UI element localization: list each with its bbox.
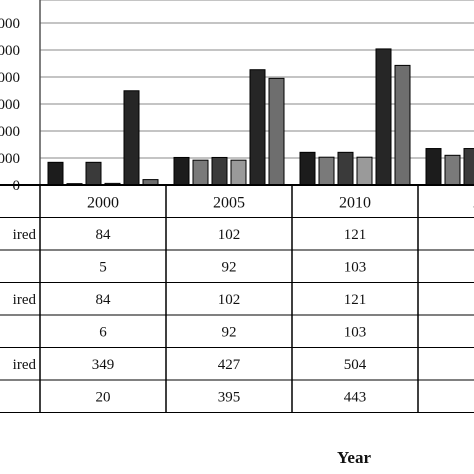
data-label: 103	[344, 259, 367, 275]
category-label: 2000	[87, 194, 119, 211]
bar	[375, 48, 392, 186]
bar	[337, 151, 354, 186]
data-label: 443	[344, 389, 367, 405]
x-axis-label: Year	[337, 448, 371, 467]
data-label: 102	[218, 292, 241, 308]
data-table: 20002005201020irediredired84102121159210…	[0, 184, 474, 413]
data-label: 84	[96, 227, 112, 243]
bar	[425, 148, 442, 186]
bar	[463, 148, 474, 186]
row-label: ired	[13, 227, 37, 243]
data-label: 395	[218, 389, 241, 405]
bar	[356, 156, 373, 186]
data-label: 84	[96, 292, 112, 308]
bar	[47, 161, 64, 186]
bar	[211, 156, 228, 186]
data-label: 92	[222, 259, 237, 275]
y-tick-label: 000	[0, 70, 20, 86]
data-label: 20	[96, 389, 111, 405]
bars	[47, 48, 474, 186]
data-label: 427	[218, 357, 241, 373]
row-label: ired	[13, 292, 37, 308]
row-label: ired	[13, 357, 37, 373]
data-label: 5	[99, 259, 107, 275]
category-label: 2010	[339, 194, 371, 211]
data-label: 103	[344, 324, 367, 340]
data-label: 102	[218, 227, 241, 243]
data-label: 349	[92, 357, 115, 373]
y-tick-label: 000	[0, 151, 20, 167]
bar	[173, 156, 190, 186]
data-label: 504	[344, 357, 367, 373]
category-label: 2005	[213, 194, 245, 211]
y-tick-label: 000	[0, 43, 20, 59]
bar	[318, 156, 335, 186]
y-tick-label: 000	[0, 97, 20, 113]
y-tick-label: 000	[0, 124, 20, 140]
data-label: 121	[344, 227, 367, 243]
bar	[85, 161, 102, 186]
y-tick-label: 000	[0, 16, 20, 32]
data-label: 92	[222, 324, 237, 340]
bar	[394, 64, 411, 186]
bar	[249, 69, 266, 186]
bar	[268, 77, 285, 186]
data-label: 6	[99, 324, 107, 340]
bar	[230, 159, 247, 186]
bar	[444, 154, 461, 186]
data-label: 121	[344, 292, 367, 308]
bar	[299, 151, 316, 186]
bar	[123, 90, 140, 186]
bar	[192, 159, 209, 186]
